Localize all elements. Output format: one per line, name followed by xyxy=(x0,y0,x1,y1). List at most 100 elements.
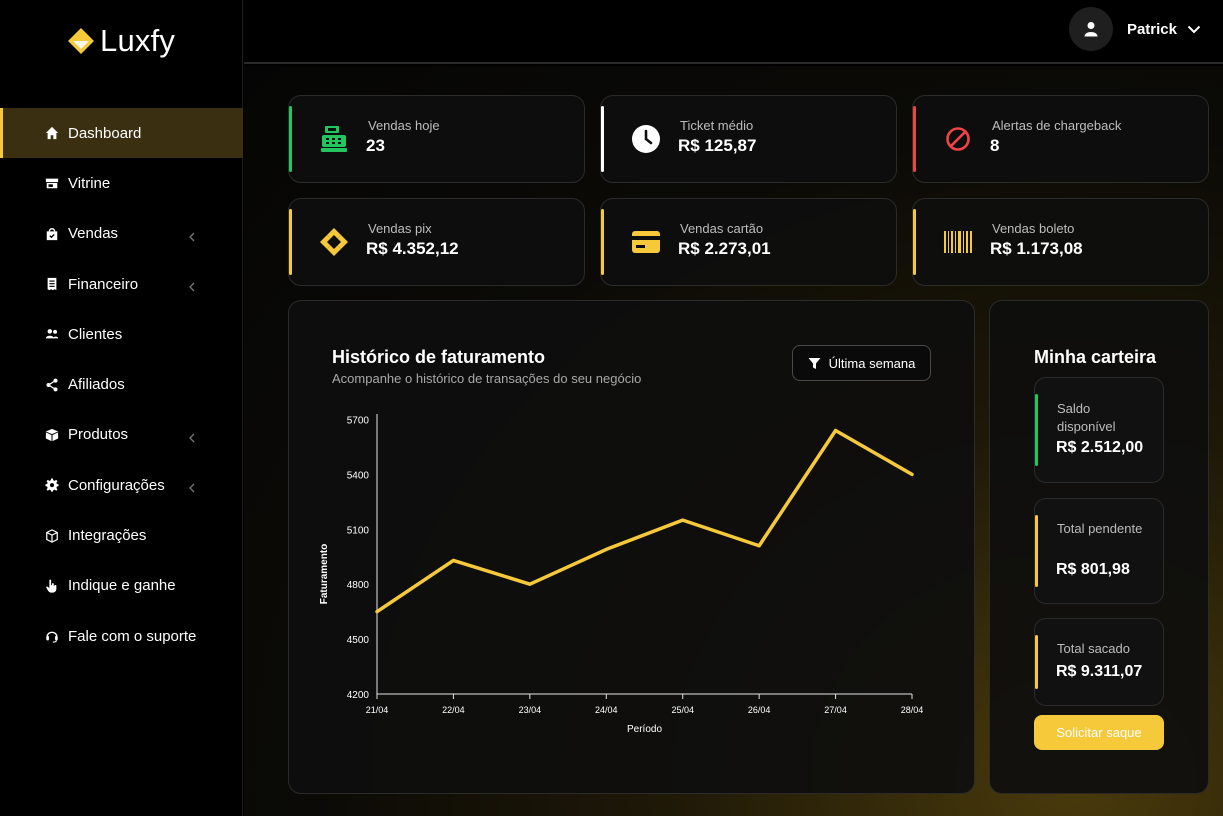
revenue-chart-card: Histórico de faturamento Acompanhe o his… xyxy=(288,300,975,794)
users-icon xyxy=(44,326,60,342)
stat-label: Vendas boleto xyxy=(992,221,1075,236)
chart-subtitle: Acompanhe o histórico de transações do s… xyxy=(332,371,642,386)
sidebar-item-clientes[interactable]: Clientes xyxy=(0,309,243,359)
stat-label: Vendas cartão xyxy=(680,221,764,236)
wallet-item-value: R$ 2.512,00 xyxy=(1056,439,1144,456)
wallet-title: Minha carteira xyxy=(1034,347,1157,367)
stat-card-alertas-chargeback: Alertas de chargeback 8 xyxy=(912,95,1209,183)
sidebar-item-label: Produtos xyxy=(68,426,129,444)
x-tick-label: 22/04 xyxy=(442,705,465,715)
stat-card-vendas-pix: Vendas pix R$ 4.352,12 xyxy=(288,198,585,286)
user-name[interactable]: Patrick xyxy=(1126,20,1177,38)
sidebar-item-label: Vendas xyxy=(68,225,119,243)
sidebar-item-produtos[interactable]: Produtos xyxy=(0,410,243,460)
x-axis-label: Período xyxy=(627,724,662,735)
sidebar-item-label: Vitrine xyxy=(68,174,111,192)
headset-icon xyxy=(44,628,60,644)
stat-value: 8 xyxy=(990,136,1000,155)
sidebar-item-suporte[interactable]: Fale com o suporte xyxy=(0,611,243,661)
sidebar-item-configuracoes[interactable]: Configurações xyxy=(0,460,243,510)
main-content: Vendas hoje 23 Ticket médio R$ 125,87 Al… xyxy=(244,66,1223,816)
box-icon xyxy=(44,427,60,443)
stat-accent-bar xyxy=(289,209,292,275)
x-tick-label: 27/04 xyxy=(824,705,847,715)
series-line xyxy=(375,428,914,614)
logo-text: Luxfy xyxy=(100,23,176,58)
stat-value: R$ 125,87 xyxy=(678,136,757,155)
cash-register-icon xyxy=(317,122,351,156)
stat-value: R$ 2.273,01 xyxy=(678,239,771,258)
credit-card-icon xyxy=(629,225,663,259)
wallet-item-label: Total sacado xyxy=(1057,641,1130,656)
x-tick-label: 25/04 xyxy=(671,705,694,715)
chevron-left-icon xyxy=(188,480,196,493)
y-tick-label: 5400 xyxy=(347,470,370,481)
logo[interactable]: Luxfy xyxy=(66,23,176,58)
stat-accent-bar xyxy=(913,209,916,275)
chevron-left-icon xyxy=(188,279,196,292)
wallet-item-saldo: Saldo disponível R$ 2.512,00 xyxy=(1034,377,1164,483)
top-header: Patrick xyxy=(244,0,1223,64)
sidebar-nav: Dashboard Vitrine Vendas Financeiro xyxy=(0,108,243,661)
barcode-icon xyxy=(941,225,975,259)
receipt-icon xyxy=(44,276,60,292)
stat-card-vendas-cartao: Vendas cartão R$ 2.273,01 xyxy=(600,198,897,286)
store-icon xyxy=(44,175,60,191)
filter-icon xyxy=(808,357,821,369)
x-tick-label: 26/04 xyxy=(748,705,771,715)
wallet-item-pendente: Total pendente R$ 801,98 xyxy=(1034,498,1164,604)
sidebar-item-label: Clientes xyxy=(68,325,123,343)
withdraw-button[interactable]: Solicitar saque xyxy=(1034,715,1164,750)
clock-icon xyxy=(629,122,663,156)
stat-label: Vendas hoje xyxy=(368,118,440,133)
wallet-item-label: Total pendente xyxy=(1057,521,1143,536)
stat-value: R$ 1.173,08 xyxy=(990,239,1083,258)
sidebar-item-vendas[interactable]: Vendas xyxy=(0,209,243,259)
chart-title: Histórico de faturamento xyxy=(332,347,546,367)
stat-card-vendas-boleto: Vendas boleto R$ 1.173,08 xyxy=(912,198,1209,286)
shopping-bag-icon xyxy=(44,226,60,242)
user-menu[interactable]: Patrick xyxy=(1068,7,1201,51)
wallet-card: Minha carteira Saldo disponível R$ 2.512… xyxy=(989,300,1209,794)
x-tick-label: 28/04 xyxy=(901,705,924,715)
sidebar-item-integracoes[interactable]: Integrações xyxy=(0,510,243,560)
avatar[interactable] xyxy=(1068,7,1113,51)
pix-icon xyxy=(317,225,351,259)
stat-label: Ticket médio xyxy=(680,118,754,133)
sidebar-item-label: Financeiro xyxy=(68,275,139,293)
sidebar-item-label: Configurações xyxy=(68,476,165,494)
wallet-item-value: R$ 9.311,07 xyxy=(1056,663,1143,680)
sidebar: Luxfy Dashboard Vitrine Vendas Fina xyxy=(0,0,243,816)
stat-card-ticket-medio: Ticket médio R$ 125,87 xyxy=(600,95,897,183)
wallet-item-label: Saldo disponível xyxy=(1057,401,1116,434)
sidebar-item-label: Indique e ganhe xyxy=(68,577,176,595)
share-icon xyxy=(44,377,60,393)
sidebar-item-dashboard[interactable]: Dashboard xyxy=(0,108,243,159)
period-filter-button[interactable]: Última semana xyxy=(792,345,931,381)
wallet-accent-bar xyxy=(1035,515,1038,587)
chevron-down-icon[interactable] xyxy=(1187,25,1201,34)
revenue-line-chart: 4200 4500 4800 5100 5400 5700 21/04 22/04 23/04 2… xyxy=(319,414,924,735)
y-tick-label: 5100 xyxy=(347,525,370,536)
gear-icon xyxy=(44,477,60,493)
user-icon xyxy=(1084,22,1098,37)
stat-accent-bar xyxy=(289,106,292,172)
stat-value: R$ 4.352,12 xyxy=(366,239,459,258)
y-tick-label: 5700 xyxy=(347,415,370,426)
period-filter-label: Última semana xyxy=(828,355,916,371)
cubes-icon xyxy=(44,528,60,544)
y-tick-label: 4800 xyxy=(347,580,370,591)
stat-accent-bar xyxy=(913,106,916,172)
x-tick-label: 23/04 xyxy=(519,705,542,715)
sidebar-item-label: Fale com o suporte xyxy=(68,627,197,645)
sidebar-item-financeiro[interactable]: Financeiro xyxy=(0,259,243,309)
home-icon xyxy=(44,125,60,141)
stat-label: Alertas de chargeback xyxy=(992,118,1122,133)
sidebar-item-indique[interactable]: Indique e ganhe xyxy=(0,561,243,611)
hand-pointer-icon xyxy=(44,578,60,594)
wallet-accent-bar xyxy=(1035,635,1038,689)
sidebar-item-vitrine[interactable]: Vitrine xyxy=(0,158,243,208)
y-tick-label: 4500 xyxy=(347,635,370,646)
ban-icon xyxy=(941,122,975,156)
sidebar-item-afiliados[interactable]: Afiliados xyxy=(0,359,243,409)
